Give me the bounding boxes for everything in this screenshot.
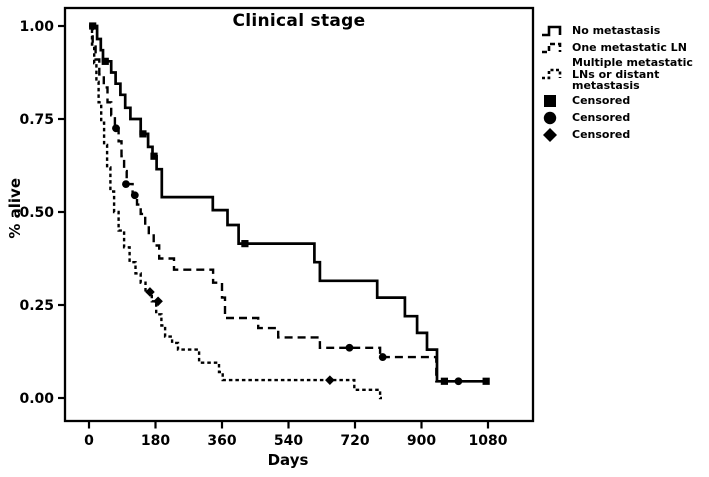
y-axis-label: % alive <box>6 178 24 239</box>
series-line-one-metastatic-ln <box>89 24 464 383</box>
censored-square-marker <box>482 377 490 385</box>
legend: No metastasis One metastatic LN Multiple… <box>541 23 709 143</box>
legend-label: Multiple metastatic LNs or distant metas… <box>572 56 693 93</box>
legend-item-censored-circle: Censored <box>541 110 709 126</box>
censored-square-marker <box>150 152 158 160</box>
censored-square-marker <box>241 240 249 248</box>
square-marker-icon <box>544 94 556 107</box>
dashed-step-line-icon <box>542 42 562 54</box>
legend-item-no-metastasis: No metastasis <box>541 23 709 39</box>
censored-circle-marker <box>454 377 463 386</box>
solid-step-line-icon <box>542 25 562 37</box>
censored-circle-marker <box>345 343 354 352</box>
legend-item-censored-square: Censored <box>541 93 709 109</box>
y-tick-label: 0.00 <box>19 391 54 407</box>
x-tick-label: 1080 <box>469 433 508 449</box>
x-tick-label: 0 <box>84 433 94 449</box>
chart-title: Clinical stage <box>232 11 366 31</box>
censored-diamond-marker <box>153 296 163 307</box>
y-tick-label: 0.25 <box>19 298 54 314</box>
series-line-no-metastasis <box>89 24 487 383</box>
legend-label: Censored <box>572 110 631 124</box>
series-line-multiple-metastatic-lns-or-distant-metastasis <box>89 24 382 400</box>
censored-circle-marker <box>122 180 130 189</box>
dotted-step-line-icon <box>542 69 562 80</box>
censored-circle-marker <box>130 191 139 200</box>
legend-label: One metastatic LN <box>572 41 687 55</box>
x-tick-label: 180 <box>141 433 170 449</box>
y-tick-label: 1.00 <box>19 19 54 35</box>
x-axis-label: Days <box>267 451 309 469</box>
y-tick-label: 0.50 <box>19 205 54 221</box>
x-tick-label: 360 <box>207 433 236 449</box>
circle-marker-icon <box>543 111 557 124</box>
plot-border <box>63 6 535 423</box>
censored-circle-marker <box>112 124 120 133</box>
censored-square-marker <box>440 377 449 385</box>
legend-item-censored-diamond: Censored <box>541 127 709 143</box>
legend-label: No metastasis <box>572 24 661 38</box>
censored-square-marker <box>139 130 147 138</box>
legend-label: Censored <box>572 93 631 107</box>
legend-label: Censored <box>572 127 631 141</box>
x-tick-label: 720 <box>340 433 369 449</box>
y-tick-label: 0.75 <box>19 112 54 128</box>
x-tick-label: 540 <box>274 433 303 449</box>
censored-square-marker <box>101 57 109 65</box>
censored-diamond-marker <box>145 287 155 297</box>
censored-circle-marker <box>378 353 387 361</box>
censored-diamond-marker <box>325 375 335 385</box>
legend-item-one-metastatic-ln: One metastatic LN <box>541 40 709 56</box>
x-tick-label: 900 <box>407 433 436 449</box>
legend-item-multiple-metastatic-lns: Multiple metastatic LNs or distant metas… <box>541 57 709 92</box>
diamond-marker-icon <box>543 127 557 142</box>
